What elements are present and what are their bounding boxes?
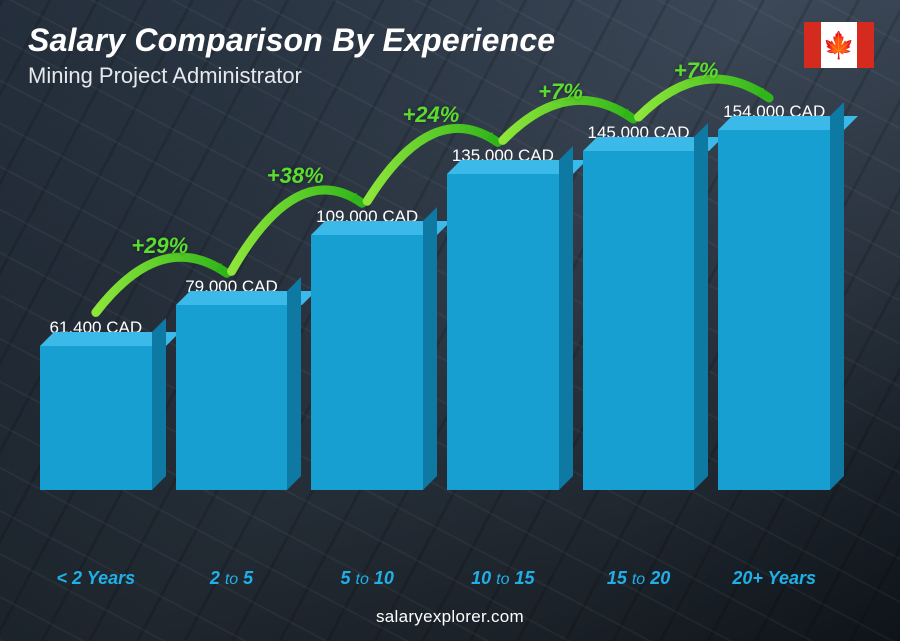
x-axis-label: 5 to 10	[311, 568, 423, 589]
bar-front-face	[718, 130, 830, 490]
flag-band-right	[857, 22, 874, 68]
bar-front-face	[583, 151, 695, 490]
bar-column: 61,400 CAD	[40, 318, 152, 490]
maple-leaf-icon: 🍁	[823, 32, 855, 58]
bar-column: 135,000 CAD	[447, 146, 559, 490]
increase-pct-label: +24%	[402, 102, 459, 128]
bar-column: 154,000 CAD	[718, 102, 830, 490]
bar-side-face	[152, 318, 166, 490]
bar-side-face	[830, 102, 844, 490]
bar-side-face	[559, 146, 573, 490]
bar-front-face	[40, 346, 152, 490]
x-axis-label: 15 to 20	[583, 568, 695, 589]
page-subtitle: Mining Project Administrator	[28, 63, 555, 89]
header-block: Salary Comparison By Experience Mining P…	[28, 22, 555, 89]
flag-canada: 🍁	[804, 22, 874, 68]
x-axis-label: < 2 Years	[40, 568, 152, 589]
bar	[718, 130, 830, 490]
bar-side-face	[694, 123, 708, 490]
bar-front-face	[311, 235, 423, 490]
bar-column: 109,000 CAD	[311, 207, 423, 490]
bar-side-face	[287, 277, 301, 490]
bar	[311, 235, 423, 490]
bar-column: 145,000 CAD	[583, 123, 695, 490]
bar-side-face	[423, 207, 437, 490]
bar-column: 79,000 CAD	[176, 277, 288, 490]
flag-center: 🍁	[821, 22, 857, 68]
x-axis: < 2 Years 2 to 5 5 to 10 10 to 15 15 to 20 20…	[40, 568, 830, 589]
x-axis-label: 10 to 15	[447, 568, 559, 589]
bar-chart: 61,400 CAD79,000 CAD109,000 CAD135,000 C…	[40, 130, 830, 551]
bar	[40, 346, 152, 490]
bar-front-face	[176, 305, 288, 490]
flag-band-left	[804, 22, 821, 68]
x-axis-label: 2 to 5	[176, 568, 288, 589]
bar	[176, 305, 288, 490]
footer-credit: salaryexplorer.com	[0, 607, 900, 627]
x-axis-label: 20+ Years	[718, 568, 830, 589]
increase-pct-label: +7%	[674, 58, 719, 84]
bar	[447, 174, 559, 490]
bar	[583, 151, 695, 490]
page-title: Salary Comparison By Experience	[28, 22, 555, 59]
bar-front-face	[447, 174, 559, 490]
